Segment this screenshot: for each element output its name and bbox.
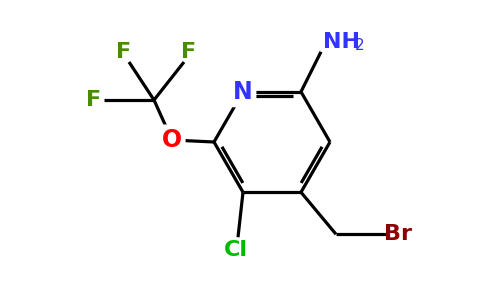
Text: F: F — [182, 42, 197, 62]
Text: Br: Br — [384, 224, 412, 244]
Text: F: F — [87, 90, 102, 110]
Text: Cl: Cl — [224, 240, 248, 260]
Text: N: N — [233, 80, 253, 104]
Text: O: O — [162, 128, 182, 152]
Text: F: F — [117, 42, 132, 62]
Text: NH: NH — [323, 32, 360, 52]
Text: 2: 2 — [355, 38, 364, 53]
